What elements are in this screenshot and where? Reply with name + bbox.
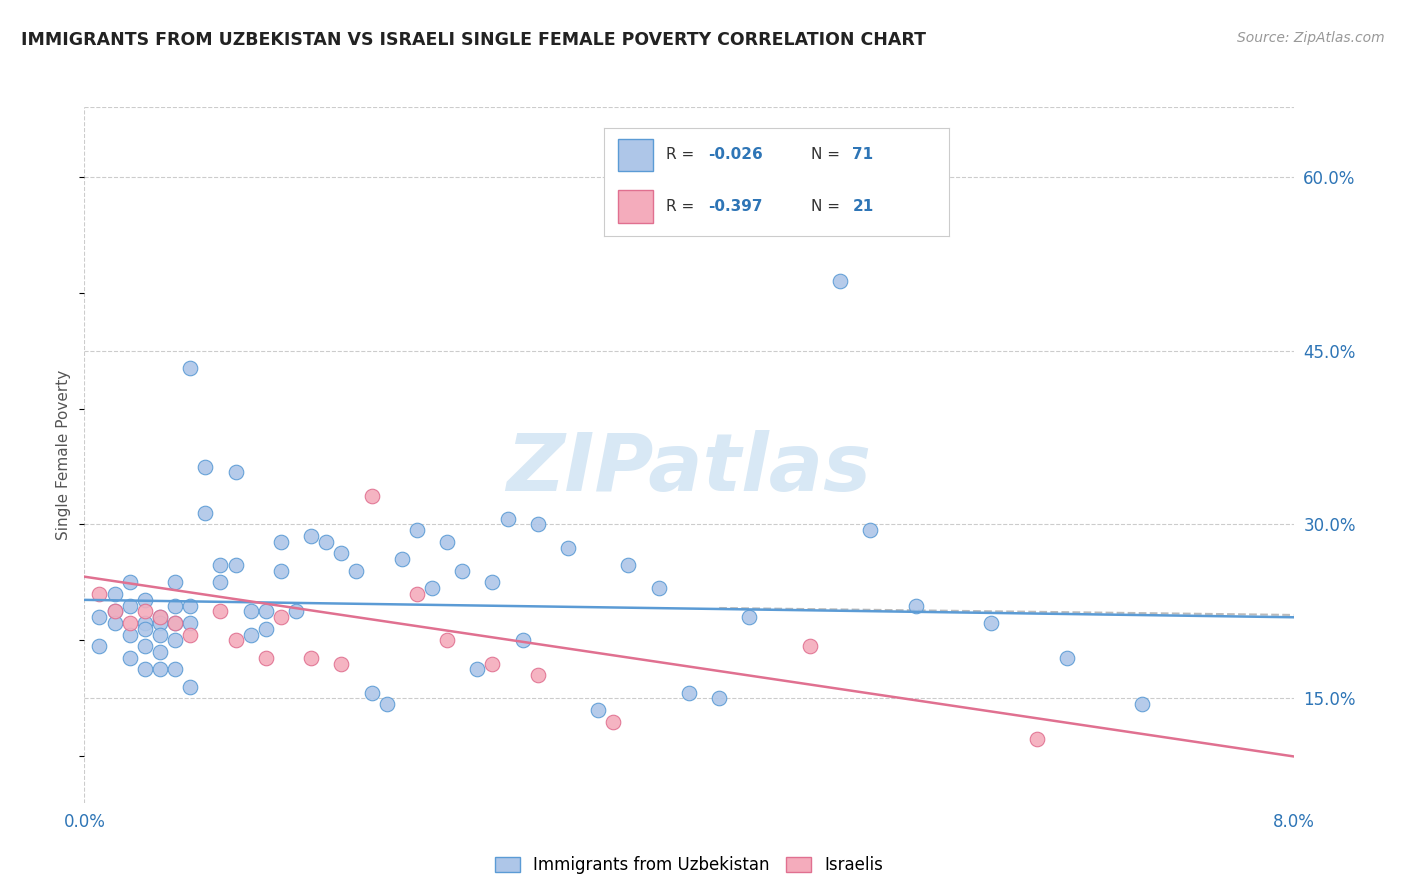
Point xyxy=(299,529,322,543)
Point xyxy=(104,605,127,619)
Point xyxy=(420,582,443,596)
Point xyxy=(149,610,172,624)
Point xyxy=(209,558,232,573)
Point xyxy=(406,523,429,537)
Point xyxy=(134,592,156,607)
Point xyxy=(179,680,201,694)
Point xyxy=(678,686,700,700)
Point xyxy=(709,691,731,706)
Point xyxy=(179,599,201,613)
Point xyxy=(859,523,882,537)
Point xyxy=(330,657,353,671)
Point xyxy=(165,599,187,613)
Point xyxy=(738,610,761,624)
Point xyxy=(149,645,172,659)
Y-axis label: Single Female Poverty: Single Female Poverty xyxy=(56,370,72,540)
Point xyxy=(496,512,519,526)
Point xyxy=(375,698,398,712)
Point xyxy=(648,582,671,596)
Point xyxy=(134,639,156,653)
Point xyxy=(149,615,172,630)
Point xyxy=(165,615,187,630)
Point xyxy=(149,610,172,624)
Text: IMMIGRANTS FROM UZBEKISTAN VS ISRAELI SINGLE FEMALE POVERTY CORRELATION CHART: IMMIGRANTS FROM UZBEKISTAN VS ISRAELI SI… xyxy=(21,31,927,49)
Point xyxy=(225,466,247,480)
Point xyxy=(118,651,141,665)
Point xyxy=(254,622,277,636)
Point xyxy=(179,628,201,642)
Point xyxy=(89,587,111,601)
Point xyxy=(346,564,368,578)
Point xyxy=(89,639,111,653)
Point xyxy=(225,633,247,648)
Point xyxy=(1025,731,1047,746)
Point xyxy=(194,459,217,474)
Point xyxy=(270,564,292,578)
Text: Source: ZipAtlas.com: Source: ZipAtlas.com xyxy=(1237,31,1385,45)
Point xyxy=(239,628,262,642)
Point xyxy=(89,610,111,624)
Point xyxy=(165,615,187,630)
Point xyxy=(209,605,232,619)
Point xyxy=(118,599,141,613)
Point xyxy=(557,541,579,555)
Point xyxy=(149,662,172,677)
Point xyxy=(134,622,156,636)
Point xyxy=(527,668,550,682)
Point xyxy=(360,489,382,503)
Point xyxy=(254,605,277,619)
Point xyxy=(467,662,489,677)
Point xyxy=(104,615,127,630)
Point xyxy=(904,599,927,613)
Point xyxy=(118,628,141,642)
Point xyxy=(165,662,187,677)
Point xyxy=(830,274,852,288)
Point xyxy=(406,587,429,601)
Point xyxy=(209,575,232,590)
Point xyxy=(980,615,1002,630)
Point xyxy=(165,575,187,590)
Point xyxy=(239,605,262,619)
Point xyxy=(104,605,127,619)
Point xyxy=(225,558,247,573)
Point xyxy=(285,605,308,619)
Point xyxy=(1132,698,1154,712)
Point xyxy=(436,535,458,549)
Point xyxy=(783,176,806,190)
Point xyxy=(134,605,156,619)
Point xyxy=(149,628,172,642)
Point xyxy=(165,633,187,648)
Point xyxy=(330,546,353,561)
Point xyxy=(134,615,156,630)
Point xyxy=(270,610,292,624)
Point xyxy=(134,662,156,677)
Point xyxy=(799,639,821,653)
Point xyxy=(527,517,550,532)
Point xyxy=(617,558,640,573)
Point xyxy=(194,506,217,520)
Point xyxy=(360,686,382,700)
Point xyxy=(1056,651,1078,665)
Point xyxy=(451,564,474,578)
Point xyxy=(118,575,141,590)
Point xyxy=(602,714,624,729)
Point xyxy=(254,651,277,665)
Text: ZIPatlas: ZIPatlas xyxy=(506,430,872,508)
Point xyxy=(481,575,503,590)
Point xyxy=(118,615,141,630)
Point xyxy=(270,535,292,549)
Point xyxy=(436,633,458,648)
Point xyxy=(104,587,127,601)
Point xyxy=(299,651,322,665)
Point xyxy=(588,703,610,717)
Point xyxy=(512,633,534,648)
Point xyxy=(481,657,503,671)
Point xyxy=(179,361,201,376)
Point xyxy=(391,552,413,566)
Point xyxy=(179,615,201,630)
Point xyxy=(315,535,337,549)
Legend: Immigrants from Uzbekistan, Israelis: Immigrants from Uzbekistan, Israelis xyxy=(495,856,883,874)
